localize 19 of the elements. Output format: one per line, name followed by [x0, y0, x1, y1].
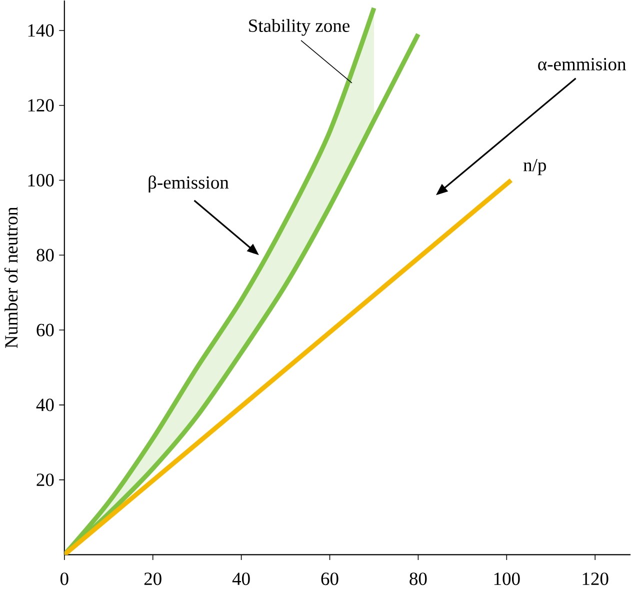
- x-tick-label: 0: [60, 572, 68, 585]
- x-tick-label: 80: [410, 572, 427, 585]
- x-tick-label: 100: [494, 572, 520, 585]
- annotation: β-emission: [148, 175, 229, 192]
- annotation: n/p: [523, 158, 546, 175]
- y-tick-label: 20: [36, 473, 54, 486]
- x-tick-label: 120: [582, 572, 608, 585]
- y-tick-label: 40: [36, 398, 54, 411]
- y-tick-label: 120: [28, 98, 54, 112]
- y-axis-title: Number of neutron: [4, 206, 18, 348]
- y-tick-label: 80: [36, 248, 54, 262]
- x-tick-label: 40: [232, 572, 250, 585]
- annotation: α-emmision: [538, 58, 626, 70]
- y-tick-label: 140: [28, 24, 54, 36]
- y-tick-label: 60: [36, 324, 54, 336]
- y-tick-label: 100: [28, 174, 54, 186]
- annotation: Stability zone: [249, 18, 350, 36]
- x-tick-label: 60: [321, 572, 338, 585]
- x-tick-label: 20: [144, 572, 162, 585]
